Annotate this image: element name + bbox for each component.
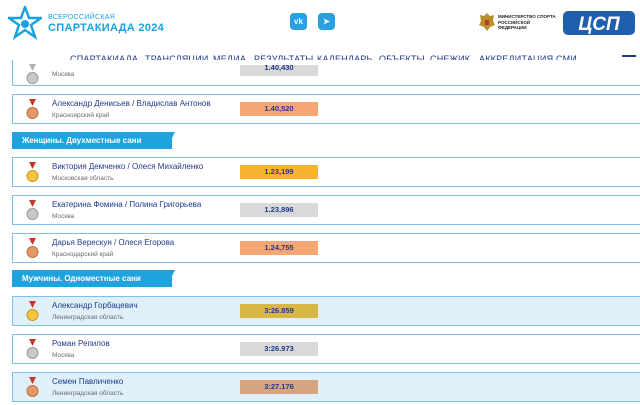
gold-medal-icon	[26, 301, 39, 321]
result-time: 1.24,755	[240, 241, 318, 255]
logo-subtitle: ВСЕРОССИЙСКАЯ	[48, 14, 116, 21]
result-time: 1.40,520	[240, 102, 318, 116]
telegram-icon[interactable]: ➤	[318, 13, 335, 30]
logo-title: СПАРТАКИАДА 2024	[48, 22, 165, 34]
result-time: 1.23,896	[240, 203, 318, 217]
silver-medal-icon	[26, 64, 39, 84]
ministry-label: МИНИСТЕРСТВО СПОРТА РОССИЙСКОЙ ФЕДЕРАЦИИ	[498, 14, 556, 30]
result-time: 3:26.973	[240, 342, 318, 356]
section-header: Мужчины. Одноместные сани	[12, 270, 172, 287]
nav-item-objects[interactable]: ОБЪЕКТЫ	[379, 54, 425, 64]
athlete-region: Краснодарский край	[52, 251, 114, 258]
athlete-region: Москва	[52, 352, 75, 359]
athlete-names: Екатерина Фомина / Полина Григорьева	[52, 200, 202, 209]
result-row[interactable]: Москва 1.40,430	[12, 60, 640, 86]
section-header: Женщины. Двухместные сани	[12, 132, 172, 149]
athlete-region: Москва	[52, 213, 75, 220]
athlete-names: Александр Денисьев / Владислав Антонов	[52, 99, 211, 108]
silver-medal-icon	[26, 339, 39, 359]
nav-item-snezhik[interactable]: СНЕЖИК	[430, 54, 471, 64]
nav-item-results[interactable]: РЕЗУЛЬТАТЫ	[254, 54, 314, 64]
athlete-names: Александр Горбацевич	[52, 301, 138, 310]
athlete-names: Семен Павличенко	[52, 377, 124, 386]
athlete-region: Москва	[52, 71, 75, 78]
csp-logo-text: ЦСП	[578, 14, 620, 35]
nav-item-media[interactable]: МЕДИА	[213, 54, 247, 64]
result-row[interactable]: Роман Репилов Москва 3:26.973	[12, 334, 640, 364]
nav-item-spartakiada[interactable]: СПАРТАКИАДА	[70, 54, 139, 64]
result-time: 3:27.176	[240, 380, 318, 394]
result-row[interactable]: Семен Павличенко Ленинградская область 3…	[12, 372, 640, 402]
nav-item-broadcasts[interactable]: ТРАНСЛЯЦИИ	[145, 54, 209, 64]
spartakiada-logo-icon[interactable]	[8, 6, 42, 40]
result-time: 1.23,199	[240, 165, 318, 179]
russia-emblem-icon	[479, 13, 495, 31]
athlete-region: Красноярский край	[52, 112, 110, 119]
result-row[interactable]: Дарья Верескун / Олеся Егорова Краснодар…	[12, 233, 640, 263]
silver-medal-icon	[26, 200, 39, 220]
result-row[interactable]: Александр Горбацевич Ленинградская облас…	[12, 296, 640, 326]
result-row[interactable]: Виктория Демченко / Олеся Михайленко Мос…	[12, 157, 640, 187]
athlete-region: Московская область	[52, 175, 114, 182]
nav-item-media-accreditation[interactable]: АККРЕДИТАЦИЯ СМИ	[479, 54, 577, 64]
nav-item-calendar[interactable]: КАЛЕНДАРЬ	[317, 54, 373, 64]
bronze-medal-icon	[26, 238, 39, 258]
site-header: ВСЕРОССИЙСКАЯ СПАРТАКИАДА 2024 vk ➤ МИНИ…	[0, 0, 640, 46]
result-row[interactable]: Екатерина Фомина / Полина Григорьева Мос…	[12, 195, 640, 225]
logo-text[interactable]: ВСЕРОССИЙСКАЯ СПАРТАКИАДА 2024	[48, 12, 164, 34]
athlete-region: Ленинградская область	[52, 390, 124, 397]
vk-icon[interactable]: vk	[290, 13, 307, 30]
athlete-region: Ленинградская область	[52, 314, 124, 321]
result-time: 1.40,430	[240, 65, 318, 76]
athlete-names: Роман Репилов	[52, 339, 110, 348]
result-row[interactable]: Александр Денисьев / Владислав Антонов К…	[12, 94, 640, 124]
gold-medal-icon	[26, 162, 39, 182]
bronze-medal-icon	[26, 377, 39, 397]
main-nav: СПАРТАКИАДА ТРАНСЛЯЦИИ МЕДИА РЕЗУЛЬТАТЫ …	[0, 50, 640, 70]
result-time: 3:26.859	[240, 304, 318, 318]
csp-logo-icon[interactable]: ЦСП	[563, 11, 635, 35]
athlete-names: Виктория Демченко / Олеся Михайленко	[52, 162, 204, 171]
bronze-medal-icon	[26, 99, 39, 119]
athlete-names: Дарья Верескун / Олеся Егорова	[52, 238, 175, 247]
